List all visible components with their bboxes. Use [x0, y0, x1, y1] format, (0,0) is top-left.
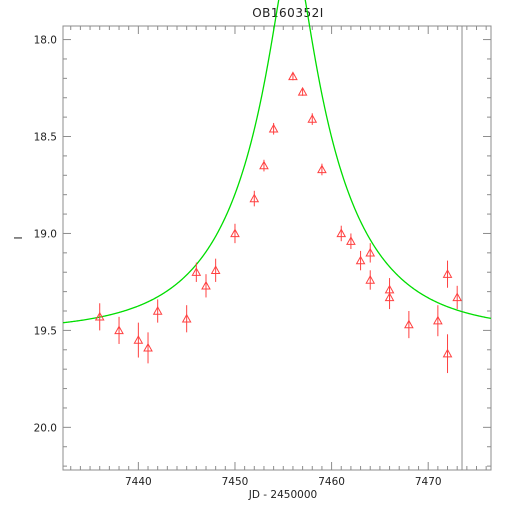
data-point [133, 335, 144, 344]
data-point [297, 86, 308, 96]
y-axis-label: I [13, 236, 25, 239]
data-point [94, 311, 105, 321]
data-point [114, 325, 124, 335]
data-point [442, 269, 453, 278]
data-point [317, 164, 327, 174]
x-tick-label: 7450 [222, 476, 249, 488]
plot-frame [62, 25, 492, 471]
x-tick-label: 7470 [415, 476, 442, 488]
data-point [191, 267, 202, 276]
y-tick-label: 20.0 [34, 422, 57, 434]
data-point [143, 342, 153, 352]
data-point [384, 292, 395, 302]
data-point [210, 265, 221, 274]
data-point [355, 255, 366, 265]
data-point [249, 193, 260, 203]
y-tick-label: 19.5 [34, 325, 57, 337]
data-point [181, 313, 192, 323]
data-point [336, 228, 347, 238]
data-point [268, 123, 279, 133]
plot-area: 7440 7450 7460 7470 18.0 18.5 19.0 19.5 20.0 [34, 0, 492, 488]
data-point [288, 71, 298, 81]
y-tick-label: 18.0 [34, 35, 57, 47]
data-point [452, 292, 463, 302]
data-point [259, 160, 269, 170]
data-point [433, 315, 443, 325]
chart-title: OB160352I [252, 6, 324, 20]
y-tick-label: 19.0 [34, 228, 57, 240]
x-axis-label: JD - 2450000 [248, 489, 317, 501]
model-curve [62, 0, 492, 324]
data-point [404, 319, 414, 329]
data-point [442, 348, 453, 358]
x-tick-label: 7440 [125, 476, 152, 488]
data-point [230, 228, 240, 238]
x-tick-label: 7460 [318, 476, 345, 488]
data-point [346, 236, 356, 245]
data-point [201, 280, 211, 290]
data-point [365, 247, 376, 257]
data-point [365, 274, 376, 284]
data-point [152, 305, 163, 315]
data-point [307, 114, 318, 123]
y-tick-label: 18.5 [34, 132, 57, 144]
